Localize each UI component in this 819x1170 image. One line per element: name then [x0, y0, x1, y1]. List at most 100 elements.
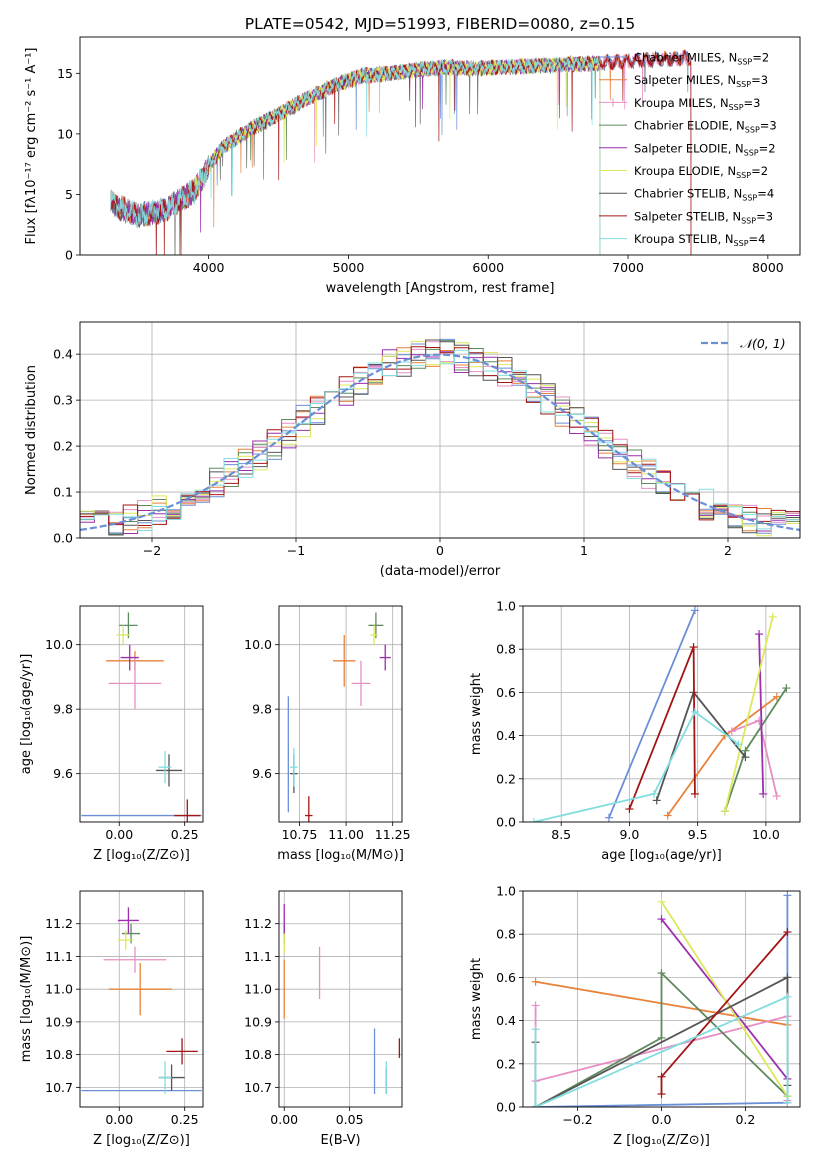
x-axis-label: age [log₁₀(age/yr)]: [601, 848, 722, 863]
y-tick-label: 1.0: [496, 599, 516, 614]
axes-frame: [79, 605, 204, 823]
x-tick-label: 1: [580, 543, 588, 558]
y-tick-label: 0.8: [496, 642, 516, 657]
y-tick-label: 0.2: [496, 771, 516, 786]
y-tick-label: 0.4: [496, 1013, 516, 1028]
legend-entry-label: Kroupa MILES, NSSP=3: [634, 96, 760, 112]
y-tick-label: 0.6: [496, 685, 516, 700]
x-tick-label: 7000: [612, 260, 644, 275]
mass-weight-line: [534, 995, 789, 1107]
y-tick-label: 10.0: [45, 637, 73, 652]
age_vs_Z-plot-area: [81, 612, 202, 822]
y-tick-label: 1.0: [496, 884, 516, 899]
y-tick-label: 10.8: [45, 1047, 73, 1062]
spectrum-series-line: [110, 50, 692, 255]
mass_vs_EBV-plot-area: [283, 904, 401, 1094]
y-tick-label: 0.4: [496, 728, 516, 743]
y-axis-label: Normed distribution: [24, 365, 39, 495]
spectrum-series-line: [110, 49, 692, 255]
spectrum-series-line: [110, 48, 692, 255]
x-tick-label: −0.2: [562, 1112, 592, 1127]
weight_vs_age-plot-area: [529, 606, 791, 822]
x-tick-label: 0.0: [652, 1112, 672, 1127]
axes-frame: [278, 890, 403, 1108]
y-tick-label: 10.9: [244, 1014, 272, 1029]
legend-entry-label: Chabrier STELIB, NSSP=4: [634, 187, 774, 203]
mass-weight-line: [660, 901, 789, 1097]
axes-frame: [278, 605, 403, 823]
x-tick-label: 0.2: [735, 1112, 755, 1127]
y-tick-label: 10.7: [244, 1080, 272, 1095]
spectrum-plot-area: [110, 48, 692, 255]
x-tick-label: 9.5: [688, 827, 708, 842]
axes-frame: [79, 321, 801, 539]
y-tick-label: 0: [65, 248, 73, 263]
y-tick-label: 11.2: [244, 916, 272, 931]
y-tick-label: 0.1: [53, 485, 73, 500]
y-tick-label: 15: [57, 66, 73, 81]
legend-entry-label: Salpeter MILES, NSSP=3: [634, 73, 768, 89]
x-tick-label: 9.0: [619, 827, 639, 842]
residuals-plot-area: [80, 338, 800, 538]
spectrum-series-line: [110, 49, 692, 255]
y-tick-label: 9.8: [53, 702, 73, 717]
y-tick-label: 9.6: [252, 766, 272, 781]
mass-weight-line: [660, 931, 789, 1094]
x-tick-label: 11.25: [375, 827, 411, 842]
y-tick-label: 11.0: [244, 982, 272, 997]
y-tick-label: 11.0: [45, 982, 73, 997]
x-tick-label: 8000: [752, 260, 784, 275]
y-tick-label: 5: [65, 187, 73, 202]
mass-weight-line: [724, 616, 774, 812]
y-tick-label: 0.3: [53, 393, 73, 408]
axes-frame: [79, 36, 801, 256]
axes-frame: [522, 890, 801, 1108]
mass-weight-line: [758, 634, 765, 794]
y-tick-label: 11.2: [45, 916, 73, 931]
spectrum-series-line: [110, 50, 692, 255]
spectrum-series-line: [110, 54, 601, 255]
normal-reference-curve: [80, 353, 800, 531]
x-tick-label: 4000: [193, 260, 225, 275]
x-tick-label: 10.75: [282, 827, 318, 842]
legend-entry-label: Salpeter ELODIE, NSSP=2: [634, 141, 776, 157]
x-tick-label: 5000: [333, 260, 365, 275]
y-axis-label: age [log₁₀(age/yr)]: [19, 654, 34, 775]
y-axis-label: mass weight: [469, 673, 484, 755]
x-tick-label: 0.25: [171, 1112, 199, 1127]
spectrum-panel: 4000 5000 6000 7000 8000 0 5 10 15 wavelength [An…: [24, 36, 801, 296]
y-tick-label: 9.8: [252, 702, 272, 717]
residual-legend-label: 𝒩(0, 1): [740, 336, 786, 351]
x-axis-label: Z [log₁₀(Z/Z⊙)]: [613, 1133, 710, 1148]
y-tick-label: 0.0: [496, 1100, 516, 1115]
y-tick-label: 10.8: [244, 1047, 272, 1062]
spectrum-series-line: [194, 54, 601, 255]
mass-vs-reddening-panel: 0.00 0.05 10.7 10.8 10.9 11.0 11.1 11.2 E(B-V): [244, 890, 403, 1148]
x-tick-label: 8.5: [551, 827, 571, 842]
y-tick-label: 0.4: [53, 347, 73, 362]
legend-entry-label: Chabrier MILES, NSSP=2: [634, 51, 769, 67]
x-axis-label: mass [log₁₀(M/M⊙)]: [277, 848, 404, 863]
y-tick-label: 10.9: [45, 1014, 73, 1029]
residual-histogram: [80, 349, 800, 538]
y-tick-label: 0.0: [53, 531, 73, 546]
x-axis-label: wavelength [Angstrom, rest frame]: [326, 281, 555, 296]
legend-entry-label: Kroupa ELODIE, NSSP=2: [634, 164, 768, 180]
mass-vs-metallicity-panel: 0.00 0.25 10.7 10.8 10.9 11.0 11.1 11.2 Z [log₁₀…: [19, 890, 204, 1148]
residuals-panel: −2 −1 0 1 2 0.0 0.1 0.2 0.3 0.4 (data-model)/error…: [24, 321, 801, 579]
y-tick-label: 0.2: [496, 1056, 516, 1071]
legend-entry-label: Salpeter STELIB, NSSP=3: [634, 209, 773, 225]
x-tick-label: 0.00: [105, 827, 133, 842]
x-tick-label: 0: [436, 543, 444, 558]
y-tick-label: 0.8: [496, 927, 516, 942]
y-tick-label: 11.1: [45, 949, 73, 964]
x-tick-label: 0.00: [105, 1112, 133, 1127]
y-tick-label: 0.0: [496, 815, 516, 830]
axes-frame: [79, 890, 204, 1108]
figure-title: PLATE=0542, MJD=51993, FIBERID=0080, z=0…: [245, 15, 635, 33]
mass_vs_Z-plot-area: [81, 907, 202, 1094]
x-tick-label: −2: [143, 543, 161, 558]
y-tick-label: 0.2: [53, 439, 73, 454]
x-tick-label: 0.25: [171, 827, 199, 842]
